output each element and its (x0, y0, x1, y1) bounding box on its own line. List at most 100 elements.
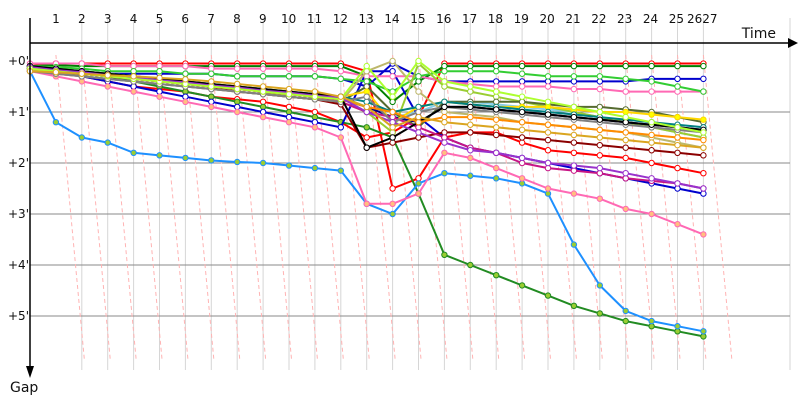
data-point (311, 65, 319, 72)
data-point (415, 190, 422, 197)
data-point (78, 70, 86, 77)
x-tick-label: 17 (462, 12, 477, 26)
data-point (337, 75, 344, 83)
data-point (570, 124, 578, 131)
pit-stop-line (236, 54, 267, 361)
data-point (544, 147, 552, 154)
data-point (570, 103, 578, 111)
data-point (104, 83, 111, 90)
data-point (208, 98, 215, 106)
data-point (311, 73, 319, 80)
data-point (596, 103, 603, 111)
data-point (234, 108, 241, 116)
x-tick-label: 11 (307, 12, 322, 26)
data-point (311, 88, 319, 95)
data-point (415, 73, 422, 80)
data-point (415, 134, 422, 141)
data-point (363, 62, 370, 70)
x-tick-label: 10 (281, 12, 296, 26)
x-tick-label: 19 (514, 12, 529, 26)
data-point (311, 108, 319, 116)
data-point (493, 175, 500, 182)
data-point (700, 136, 707, 144)
pit-stop-line (573, 54, 603, 361)
data-point (441, 170, 448, 177)
data-point (389, 139, 396, 146)
data-point (674, 134, 681, 141)
data-point (570, 113, 578, 121)
data-point (674, 164, 681, 172)
data-point (182, 88, 189, 95)
data-point (622, 62, 629, 70)
data-point (415, 108, 422, 116)
x-tick-label: 2 (78, 12, 86, 26)
pit-stop-line (314, 54, 344, 361)
data-point (467, 147, 474, 154)
data-point (208, 65, 215, 72)
data-point (337, 93, 344, 100)
data-point (415, 129, 422, 136)
data-point (441, 129, 448, 136)
data-point (389, 210, 396, 218)
data-point (700, 190, 707, 197)
data-point (415, 78, 422, 85)
data-point (130, 149, 137, 157)
data-point (467, 68, 474, 75)
data-point (518, 98, 526, 106)
x-axis-arrow-icon (788, 38, 798, 48)
data-point (156, 68, 163, 75)
data-point (234, 158, 241, 166)
data-point (234, 80, 241, 88)
data-point (518, 139, 526, 146)
data-point (518, 159, 526, 167)
data-point (259, 83, 267, 90)
data-point (363, 103, 370, 111)
data-point (467, 261, 474, 269)
data-point (700, 129, 707, 136)
data-point (363, 108, 370, 116)
data-point (441, 108, 448, 116)
data-point (234, 73, 241, 80)
data-point (363, 134, 370, 141)
series-25 (26, 68, 707, 151)
x-tick-label: 1 (52, 12, 60, 26)
data-point (415, 103, 422, 111)
data-point (622, 75, 629, 83)
data-point (570, 167, 578, 174)
x-tick-label: 5 (156, 12, 164, 26)
data-point (674, 221, 681, 228)
x-tick-label: 12 (333, 12, 348, 26)
data-point (234, 103, 241, 111)
data-point (208, 83, 215, 90)
data-point (544, 73, 552, 80)
data-point (337, 134, 344, 141)
data-point (259, 103, 267, 111)
data-point (467, 121, 474, 128)
data-point (570, 149, 578, 157)
x-tick-label: 15 (410, 12, 425, 26)
pit-stop-line (702, 54, 733, 361)
data-point (596, 126, 603, 134)
data-point (415, 88, 422, 95)
data-point (337, 62, 344, 70)
pit-stop-line (443, 54, 474, 361)
x-tick-label: 4 (130, 12, 138, 26)
data-point (700, 116, 707, 123)
data-point (441, 68, 448, 75)
data-point (596, 116, 603, 123)
data-point (467, 103, 474, 111)
data-point (622, 144, 629, 151)
pit-stop-line (107, 54, 137, 361)
data-point (674, 88, 681, 95)
data-point (674, 62, 681, 70)
data-point (285, 65, 293, 72)
data-point (570, 162, 578, 169)
data-point (700, 333, 707, 340)
data-point (259, 159, 267, 167)
data-point (467, 83, 474, 90)
data-point (493, 164, 500, 172)
data-point (441, 149, 448, 157)
data-point (596, 85, 603, 93)
